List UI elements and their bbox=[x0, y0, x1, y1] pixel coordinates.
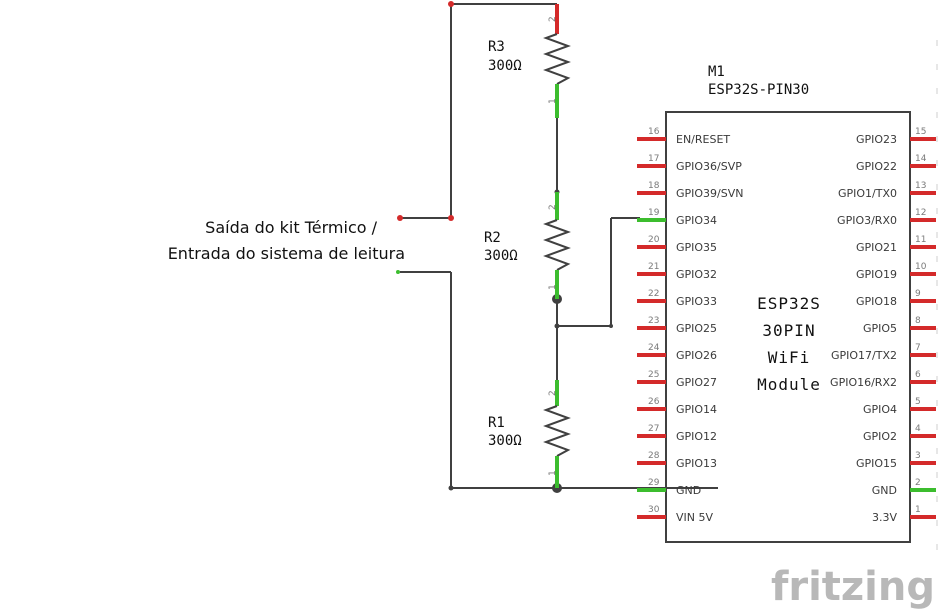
junction-gnd-left bbox=[448, 485, 454, 491]
module-pin-14-label: GPIO22 bbox=[856, 160, 897, 173]
module-pin-2-label: GND bbox=[872, 484, 897, 497]
module-pin-26-label: GPIO14 bbox=[676, 403, 717, 416]
module-pin-7-label: GPIO17/TX2 bbox=[831, 349, 897, 362]
r2-ref: R2 bbox=[484, 230, 501, 246]
esp32-module[interactable]: M1 ESP32S-PIN30 ESP32S 30PIN WiFi Module… bbox=[637, 64, 936, 543]
module-part: ESP32S-PIN30 bbox=[708, 82, 809, 98]
resistor-r1[interactable]: 2 1 R1 300Ω bbox=[488, 380, 571, 488]
module-center-line1: ESP32S bbox=[757, 294, 821, 313]
module-pin-11-label: GPIO21 bbox=[856, 241, 897, 254]
r1-ref: R1 bbox=[488, 415, 505, 431]
r2-pin-2-num: 2 bbox=[548, 204, 558, 210]
module-pin-30-number: 30 bbox=[648, 505, 660, 515]
input-note-line2: Entrada do sistema de leitura bbox=[168, 244, 405, 263]
r1-zigzag bbox=[543, 405, 571, 457]
input-note-line1: Saída do kit Térmico / bbox=[205, 218, 377, 237]
module-pin-30-label: VIN 5V bbox=[676, 511, 713, 524]
module-ref: M1 bbox=[708, 64, 725, 80]
module-pin-9-label: GPIO18 bbox=[856, 295, 897, 308]
r3-ref: R3 bbox=[488, 39, 505, 55]
module-pin-28-label: GPIO13 bbox=[676, 457, 717, 470]
module-pin-21-label: GPIO32 bbox=[676, 268, 717, 281]
module-pin-16-label: EN/RESET bbox=[676, 133, 730, 146]
module-pin-28-number: 28 bbox=[648, 451, 660, 461]
module-pin-20-number: 20 bbox=[648, 235, 660, 245]
module-pin-13-number: 13 bbox=[915, 181, 926, 191]
junctions bbox=[396, 1, 613, 493]
module-pin-17-number: 17 bbox=[648, 154, 659, 164]
module-pin-20-label: GPIO35 bbox=[676, 241, 717, 254]
junction-divider bbox=[554, 323, 560, 329]
module-pin-14-number: 14 bbox=[915, 154, 927, 164]
module-pin-24-label: GPIO26 bbox=[676, 349, 717, 362]
junction-top-left bbox=[448, 1, 454, 7]
module-pin-10-number: 10 bbox=[915, 262, 927, 272]
junction-tap-corner bbox=[609, 324, 613, 328]
r3-value: 300Ω bbox=[488, 58, 522, 74]
r2-zigzag bbox=[543, 219, 571, 271]
module-pin-22-number: 22 bbox=[648, 289, 659, 299]
module-center-line4: Module bbox=[757, 375, 821, 394]
module-pin-2-number: 2 bbox=[915, 478, 921, 488]
fritzing-logo: fritzing bbox=[771, 564, 935, 610]
module-pin-26-number: 26 bbox=[648, 397, 660, 407]
module-pin-8-label: GPIO5 bbox=[863, 322, 897, 335]
module-pin-9-number: 9 bbox=[915, 289, 921, 299]
module-pin-22-label: GPIO33 bbox=[676, 295, 717, 308]
module-pin-18-number: 18 bbox=[648, 181, 660, 191]
module-pin-15-number: 15 bbox=[915, 127, 926, 137]
resistor-r3[interactable]: 2 1 R3 300Ω bbox=[488, 4, 571, 118]
module-right-pins: 15GPIO2314GPIO2213GPIO1/TX012GPIO3/RX011… bbox=[830, 127, 936, 524]
module-pin-25-label: GPIO27 bbox=[676, 376, 717, 389]
module-pin-11-number: 11 bbox=[915, 235, 926, 245]
r1-pin-2-num: 2 bbox=[548, 390, 558, 396]
module-pin-19-number: 19 bbox=[648, 208, 660, 218]
module-pin-18-label: GPIO39/SVN bbox=[676, 187, 744, 200]
r1-value: 300Ω bbox=[488, 433, 522, 449]
r2-value: 300Ω bbox=[484, 248, 518, 264]
module-pin-29-number: 29 bbox=[648, 478, 660, 488]
module-pin-6-number: 6 bbox=[915, 370, 921, 380]
module-pin-3-number: 3 bbox=[915, 451, 921, 461]
module-center-line2: 30PIN bbox=[762, 321, 815, 340]
module-pin-12-label: GPIO3/RX0 bbox=[837, 214, 897, 227]
module-pin-6-label: GPIO16/RX2 bbox=[830, 376, 897, 389]
module-pin-5-label: GPIO4 bbox=[863, 403, 897, 416]
input-terminal-bottom[interactable] bbox=[396, 270, 400, 274]
module-pin-1-number: 1 bbox=[915, 505, 921, 515]
module-pin-16-number: 16 bbox=[648, 127, 660, 137]
module-pin-10-label: GPIO19 bbox=[856, 268, 897, 281]
module-pin-17-label: GPIO36/SVP bbox=[676, 160, 742, 173]
resistor-r2[interactable]: 2 1 R2 300Ω bbox=[484, 192, 571, 299]
module-pin-27-label: GPIO12 bbox=[676, 430, 717, 443]
module-pin-5-number: 5 bbox=[915, 397, 921, 407]
module-pin-23-label: GPIO25 bbox=[676, 322, 717, 335]
module-left-pins: 16 EN/RESET 17 GPIO36/SVP 18 GPIO39/SVN 19 GPIO… bbox=[637, 127, 744, 524]
module-pin-27-number: 27 bbox=[648, 424, 659, 434]
module-center-line3: WiFi bbox=[768, 348, 811, 367]
module-pin-19-label: GPIO34 bbox=[676, 214, 717, 227]
module-pin-15-label: GPIO23 bbox=[856, 133, 897, 146]
junction-input-top bbox=[448, 215, 454, 221]
module-pin-7-number: 7 bbox=[915, 343, 921, 353]
r3-zigzag bbox=[543, 33, 571, 85]
r3-pin-1-num: 1 bbox=[548, 98, 558, 104]
module-pin-3-label: GPIO15 bbox=[856, 457, 897, 470]
module-pin-25-number: 25 bbox=[648, 370, 659, 380]
r3-pin-2-num: 2 bbox=[548, 16, 558, 22]
module-pin-13-label: GPIO1/TX0 bbox=[838, 187, 897, 200]
module-pin-24-number: 24 bbox=[648, 343, 660, 353]
module-pin-1-label: 3.3V bbox=[872, 511, 897, 524]
module-pin-8-number: 8 bbox=[915, 316, 921, 326]
module-pin-29-label: GND bbox=[676, 484, 701, 497]
module-pin-23-number: 23 bbox=[648, 316, 659, 326]
module-pin-4-label: GPIO2 bbox=[863, 430, 897, 443]
module-pin-21-number: 21 bbox=[648, 262, 659, 272]
input-terminal-top[interactable] bbox=[397, 215, 403, 221]
r1-pin-1-num: 1 bbox=[548, 470, 558, 476]
module-pin-4-number: 4 bbox=[915, 424, 921, 434]
r2-pin-1-num: 1 bbox=[548, 284, 558, 290]
module-pin-12-number: 12 bbox=[915, 208, 926, 218]
